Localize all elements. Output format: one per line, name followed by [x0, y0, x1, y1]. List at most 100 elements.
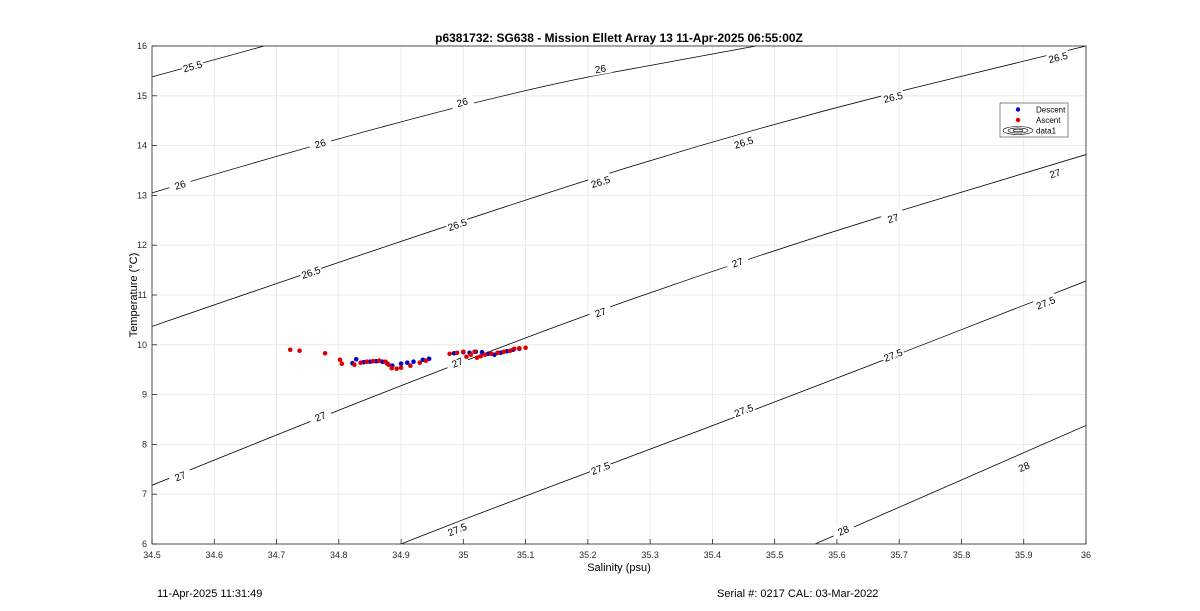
- contour-line-26: [152, 46, 757, 194]
- data-points: [287, 345, 528, 372]
- x-tick-label: 35.8: [953, 550, 971, 560]
- ascent-point: [461, 349, 466, 355]
- footer-serial-cal: Serial #: 0217 CAL: 03-Mar-2022: [717, 588, 879, 600]
- contour-label-text: 27: [313, 410, 328, 425]
- ascent-point: [464, 354, 469, 360]
- contour-label-text: 26.5: [300, 265, 322, 282]
- contour-line-25-5: [152, 46, 265, 78]
- y-tick-label: 16: [137, 41, 147, 51]
- x-tick-label: 34.9: [392, 550, 410, 560]
- contour-label: 28: [830, 520, 856, 540]
- ascent-point: [454, 350, 460, 356]
- ascent-point: [352, 362, 357, 368]
- contour-label: 27.5: [587, 458, 613, 478]
- contour-label-text: 27.5: [733, 403, 755, 420]
- ascent-point: [339, 361, 345, 367]
- x-ticks: 34.5 34.6 34.7 34.8 34.9 35 35.1 35.2 35.3 35.4 35…: [143, 539, 1091, 560]
- x-tick-label: 35.4: [704, 550, 722, 560]
- contour-label: 26.5: [880, 88, 906, 106]
- contour-line-28: [814, 425, 1086, 544]
- contour-label: 27: [307, 406, 333, 426]
- x-tick-label: 34.6: [206, 550, 224, 560]
- contour-label-text: 27: [886, 212, 900, 226]
- footer-timestamp: 11-Apr-2025 11:31:49: [157, 588, 263, 600]
- chart-title: p6381732: SG638 - Mission Ellett Array 1…: [435, 31, 803, 45]
- ascent-point: [512, 346, 517, 352]
- legend-box: [999, 102, 1069, 138]
- contour-label-text: 26: [174, 179, 188, 193]
- y-tick-label: 15: [137, 91, 147, 101]
- contour-label-text: 26: [314, 138, 328, 152]
- y-tick-label: 10: [137, 340, 147, 350]
- legend-data1-marker: [1002, 126, 1034, 135]
- contour-label: 28: [1011, 456, 1037, 477]
- legend-ascent-label: Ascent: [1036, 116, 1061, 125]
- ascent-point: [523, 345, 528, 351]
- contour-label-text: 28: [836, 524, 851, 539]
- grid: [151, 45, 1087, 545]
- ascent-point: [472, 349, 477, 355]
- contour-label: 27: [587, 302, 613, 322]
- ascent-point: [517, 345, 522, 351]
- ascent-point: [376, 358, 382, 364]
- descent-point: [398, 361, 404, 367]
- contour-label: 26.5: [298, 262, 324, 282]
- descent-point: [353, 356, 359, 362]
- ascent-point: [287, 347, 293, 353]
- y-tick-label: 9: [142, 390, 147, 400]
- descent-point: [479, 349, 485, 355]
- ascent-point: [507, 348, 513, 354]
- ascent-point: [383, 359, 388, 365]
- contour-label-text: 27: [1048, 167, 1062, 181]
- contour-line-27-5: [400, 280, 1086, 544]
- contour-label: 27: [167, 466, 193, 486]
- ascent-point: [389, 365, 395, 371]
- ascent-point: [370, 358, 376, 364]
- contour-label-text: 28: [1017, 460, 1032, 475]
- contour-label: 27.5: [1033, 292, 1058, 313]
- contour-label: 26.5: [1045, 48, 1071, 66]
- descent-point: [411, 359, 416, 365]
- ascent-point: [495, 350, 500, 356]
- contour-line-26-5: [152, 46, 1086, 327]
- contour-label: 25.5: [180, 57, 205, 75]
- contour-label-text: 26.5: [733, 135, 755, 151]
- contour-label-text: 27.5: [590, 460, 612, 477]
- ascent-point: [297, 348, 302, 354]
- ascent-point: [501, 349, 507, 355]
- x-tick-label: 34.7: [268, 550, 286, 560]
- contour-label: 27.5: [731, 400, 756, 420]
- contour-label-text: 27: [594, 306, 609, 320]
- contour-label-text: 27: [450, 356, 465, 371]
- contour-label-text: 26: [456, 96, 470, 110]
- y-tick-label: 12: [137, 240, 147, 250]
- contour-label-text: 26.5: [1048, 51, 1070, 66]
- contour-label-text: 27: [173, 470, 188, 485]
- contour-label-text: 26.5: [590, 175, 612, 191]
- y-axis-label: Temperature (°C): [128, 253, 140, 337]
- y-ticks: 6 7 8 9 10 11 12 13 14 15 16: [137, 41, 157, 549]
- ascent-point: [482, 352, 488, 358]
- y-tick-label: 14: [137, 141, 147, 151]
- x-tick-label: 35.7: [890, 550, 908, 560]
- contour-label: 26.5: [588, 172, 613, 191]
- x-tick-label: 35.2: [579, 550, 597, 560]
- ascent-point: [423, 358, 429, 364]
- legend-descent-label: Descent: [1036, 106, 1066, 115]
- contour-label: 27: [724, 252, 750, 272]
- ascent-point: [322, 350, 328, 356]
- ascent-point: [394, 366, 400, 372]
- legend-ascent-marker: [1015, 117, 1021, 123]
- ascent-point: [386, 362, 391, 368]
- legend-data1-label: data1: [1036, 127, 1057, 136]
- x-tick-label: 35.3: [641, 550, 659, 560]
- ascent-point: [398, 365, 404, 371]
- contour-label: 26: [167, 175, 193, 194]
- x-tick-label: 35.6: [828, 550, 846, 560]
- ascent-point: [337, 357, 343, 363]
- ascent-point: [474, 355, 480, 361]
- x-tick-label: 34.8: [330, 550, 348, 560]
- ascent-point: [489, 351, 494, 357]
- contour-label: 27: [880, 208, 906, 227]
